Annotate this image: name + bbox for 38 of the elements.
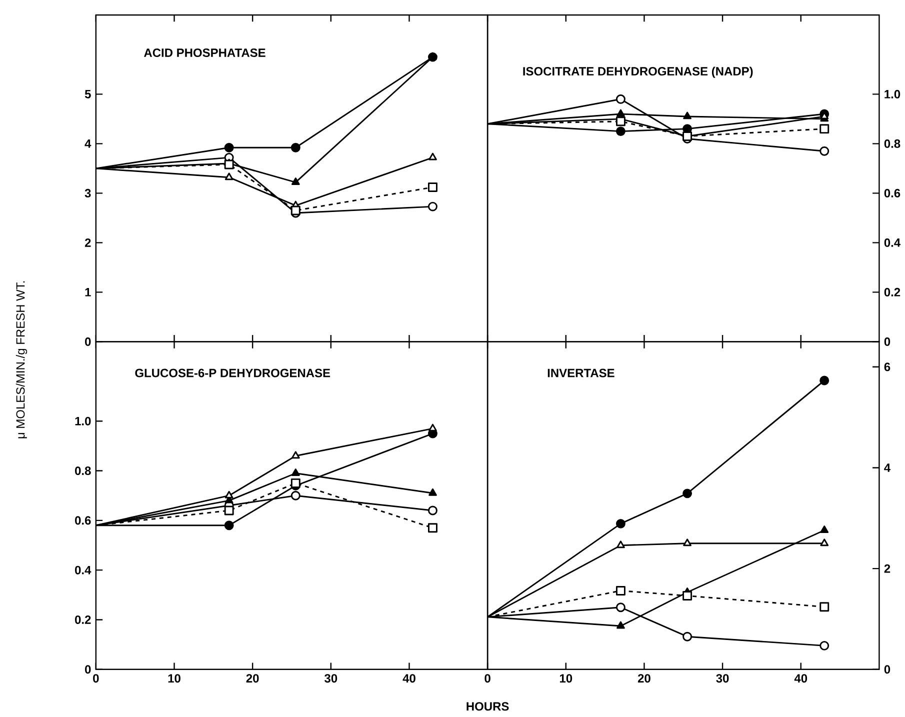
x-tick-label: 30 <box>716 674 729 682</box>
y-tick-label: 0.8 <box>884 139 900 148</box>
y-tick-label: 1 <box>85 288 91 296</box>
y-axis-title: μ MOLES/MIN./g FRESH WT. <box>16 281 28 438</box>
y-tick-label: 0 <box>85 337 91 346</box>
y-tick-label: 0.8 <box>75 466 91 475</box>
y-tick-label: 1.0 <box>75 416 91 426</box>
y-tick-label: 2 <box>84 238 91 247</box>
y-tick-label: 0 <box>884 664 890 674</box>
y-tick-label: 0.4 <box>75 566 92 574</box>
y-tick-label: 0.6 <box>75 516 91 525</box>
y-tick-label: 4 <box>884 463 890 472</box>
text: ISOCITRATE DEHYDROGENASE (NADP) <box>523 66 753 78</box>
y-tick-label: 0.2 <box>75 615 91 624</box>
y-tick-label: 2 <box>884 564 890 573</box>
y-tick-label: 0.2 <box>884 288 900 296</box>
x-tick-label: 40 <box>794 674 808 682</box>
x-tick-label: 20 <box>638 674 650 682</box>
x-tick-label: 40 <box>402 674 416 682</box>
text: ACID PHOSPHATASE <box>144 48 266 57</box>
y-tick-label: 1.0 <box>884 90 900 98</box>
y-tick-label: 0.4 <box>884 238 900 247</box>
y-tick-label: 3 <box>84 188 91 198</box>
x-tick-label: 0 <box>484 674 490 682</box>
x-tick-label: 20 <box>246 674 259 682</box>
x-axis-title: HOURS <box>466 702 509 710</box>
x-tick-label: 10 <box>560 674 572 682</box>
x-tick-label: 0 <box>93 674 99 682</box>
x-tick-label: 10 <box>168 674 180 682</box>
y-tick-label: 5 <box>84 90 91 98</box>
text: GLUCOSE-6-P DEHYDROGENASE <box>135 368 330 378</box>
y-tick-label: 0 <box>884 337 890 346</box>
y-tick-label: 6 <box>884 362 890 371</box>
x-tick-label: 30 <box>324 674 338 682</box>
y-tick-label: 0.6 <box>884 188 900 198</box>
y-tick-label: 4 <box>84 139 92 148</box>
text: INVERTASE <box>548 368 614 378</box>
y-tick-label: 0 <box>85 664 91 674</box>
